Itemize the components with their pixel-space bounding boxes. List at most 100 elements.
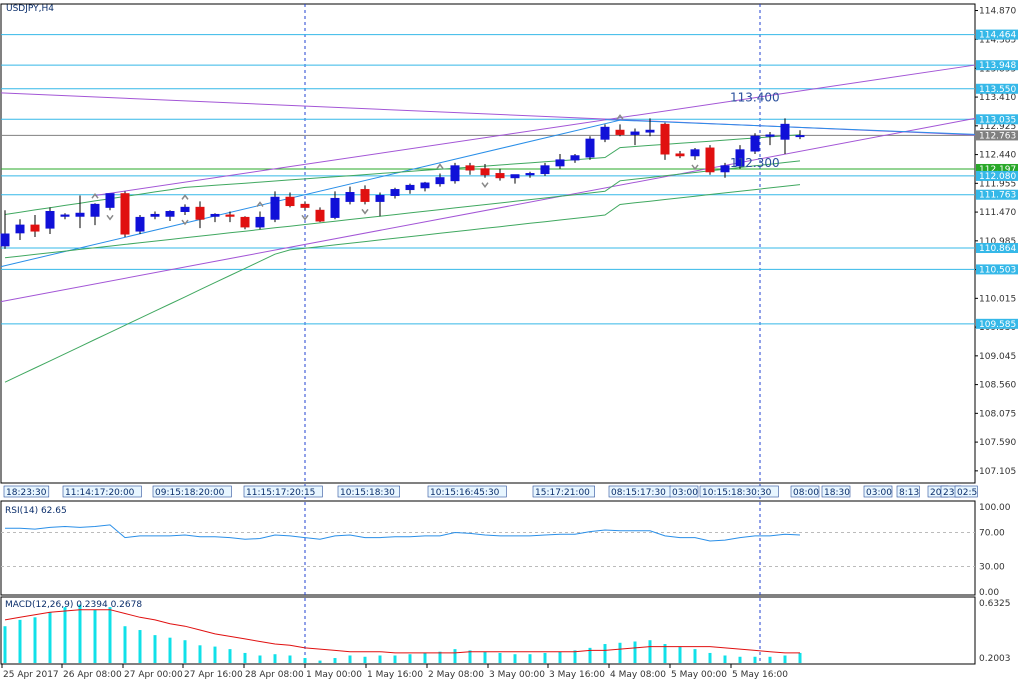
- time-tick-label: 5 May 16:00: [732, 670, 788, 680]
- time-tag-label: 03:00: [866, 488, 892, 498]
- macd-histogram-bar: [123, 626, 127, 663]
- price-tick-label: 108.075: [979, 409, 1016, 419]
- time-tag-label: 18:30: [824, 488, 850, 498]
- macd-histogram-bar: [303, 658, 307, 663]
- candle-body: [165, 210, 175, 217]
- fractal-marker: [436, 163, 444, 169]
- candle-body: [0, 233, 10, 247]
- candle-body: [525, 173, 535, 176]
- fractal-marker: [181, 194, 189, 200]
- candle-body: [270, 196, 280, 220]
- macd-histogram-bar: [318, 660, 322, 663]
- trendlines[interactable]: [0, 64, 976, 303]
- macd-histogram-bar: [708, 652, 712, 663]
- macd-histogram-bar: [363, 656, 367, 663]
- rsi-panel: 100.00 70.00 30.00 0.00: [1, 503, 1011, 598]
- price-annotation: 113.400: [730, 91, 780, 105]
- time-tag-label: 11:14:17:20:00: [65, 488, 135, 498]
- price-level-box: [976, 114, 1018, 125]
- rsi-label: RSI(14) 62.65: [5, 506, 67, 516]
- macd-histogram-bar: [198, 645, 202, 663]
- time-tick-label: 3 May 00:00: [489, 670, 545, 680]
- candle-body: [600, 126, 610, 140]
- macd-histogram-bar: [573, 650, 577, 663]
- macd-histogram-bar: [633, 641, 637, 663]
- price-level-box: [976, 318, 1018, 329]
- candle-body: [120, 193, 130, 235]
- macd-histogram-bar: [423, 652, 427, 663]
- time-tag-label: 09:15:18:20:00: [155, 488, 225, 498]
- candle-body: [540, 165, 550, 175]
- time-tag-label: 15:17:21:00: [535, 488, 590, 498]
- price-level-box: [976, 264, 1018, 275]
- macd-histogram-bar: [48, 612, 52, 663]
- price-tick-label: 110.985: [979, 237, 1016, 247]
- macd-histogram-bar: [438, 651, 442, 663]
- candle-body: [660, 123, 670, 155]
- candle-body: [225, 214, 235, 217]
- price-level-box: [976, 29, 1018, 40]
- fractal-marker: [616, 114, 624, 120]
- candle-body: [240, 216, 250, 228]
- time-tag: [669, 485, 699, 498]
- price-level-label: 109.585: [979, 320, 1016, 330]
- macd-histogram-bar: [18, 619, 22, 663]
- macd-histogram-bar: [108, 607, 112, 663]
- macd-tick-label: 0.6325: [979, 599, 1011, 609]
- macd-histogram-bar: [663, 644, 667, 663]
- macd-histogram-bar: [213, 646, 217, 663]
- candle-body: [315, 209, 325, 222]
- time-tag: [896, 485, 920, 498]
- time-tag-label: 08:00: [793, 488, 819, 498]
- candle-body: [570, 155, 580, 161]
- candle-body: [150, 213, 160, 217]
- time-tag-label: 03:00: [672, 488, 698, 498]
- time-tick-label: 5 May 00:00: [671, 670, 727, 680]
- candle-body: [285, 196, 295, 207]
- candle-body: [615, 129, 625, 135]
- candle-body: [195, 206, 205, 220]
- blue-channel-line: [0, 119, 621, 268]
- time-tick-label: 26 Apr 08:00: [63, 670, 122, 680]
- time-tag-label: 08:15:17:30: [611, 488, 666, 498]
- candle-body: [735, 149, 745, 167]
- macd-histogram-bar: [258, 655, 262, 663]
- candles: [0, 118, 805, 249]
- price-level-label: 111.763: [979, 191, 1016, 201]
- rsi-tick-label: 70.00: [979, 529, 1005, 539]
- macd-histogram-bar: [798, 652, 802, 663]
- candle-body: [210, 213, 220, 217]
- rsi-panel-border: [0, 500, 976, 596]
- price-annotation: 112.300: [730, 156, 780, 170]
- candle-body: [795, 135, 805, 138]
- candle-body: [555, 159, 565, 167]
- time-tick-label: 27 Apr 16:00: [184, 670, 243, 680]
- price-tick-label: 109.045: [979, 352, 1016, 362]
- time-tick-label: 4 May 08:00: [610, 670, 666, 680]
- time-tag-label: 18:23:30: [6, 488, 47, 498]
- macd-histogram-bar: [33, 617, 37, 663]
- time-tag: [821, 485, 851, 498]
- macd-histogram-bar: [453, 649, 457, 663]
- macd-histogram-bar: [168, 637, 172, 663]
- macd-label: MACD(12,26,9) 0.2394 0.2678: [5, 600, 142, 610]
- time-tick-label: 28 Apr 08:00: [245, 670, 304, 680]
- macd-histogram-bar: [153, 635, 157, 663]
- candle-body: [465, 165, 475, 171]
- time-axis: 25 Apr 2017 26 Apr 08:00 27 Apr 00:00 27 Ap…: [1, 664, 788, 680]
- price-level-box: [976, 189, 1018, 200]
- time-tick-label: 3 May 16:00: [549, 670, 605, 680]
- time-tick-label: 1 May 00:00: [306, 670, 362, 680]
- rsi-tick-label: 100.00: [979, 503, 1011, 513]
- bollinger-bands: [4, 134, 801, 383]
- main-panel-border: [0, 3, 976, 484]
- macd-histogram-bar: [288, 655, 292, 663]
- macd-histogram-bar: [588, 647, 592, 663]
- fractal-marker: [301, 214, 309, 221]
- horizontal-levels[interactable]: [1, 34, 975, 325]
- price-tick-label: 111.955: [979, 179, 1016, 189]
- macd-histogram-bar: [693, 649, 697, 663]
- bollinger-lower: [4, 184, 801, 383]
